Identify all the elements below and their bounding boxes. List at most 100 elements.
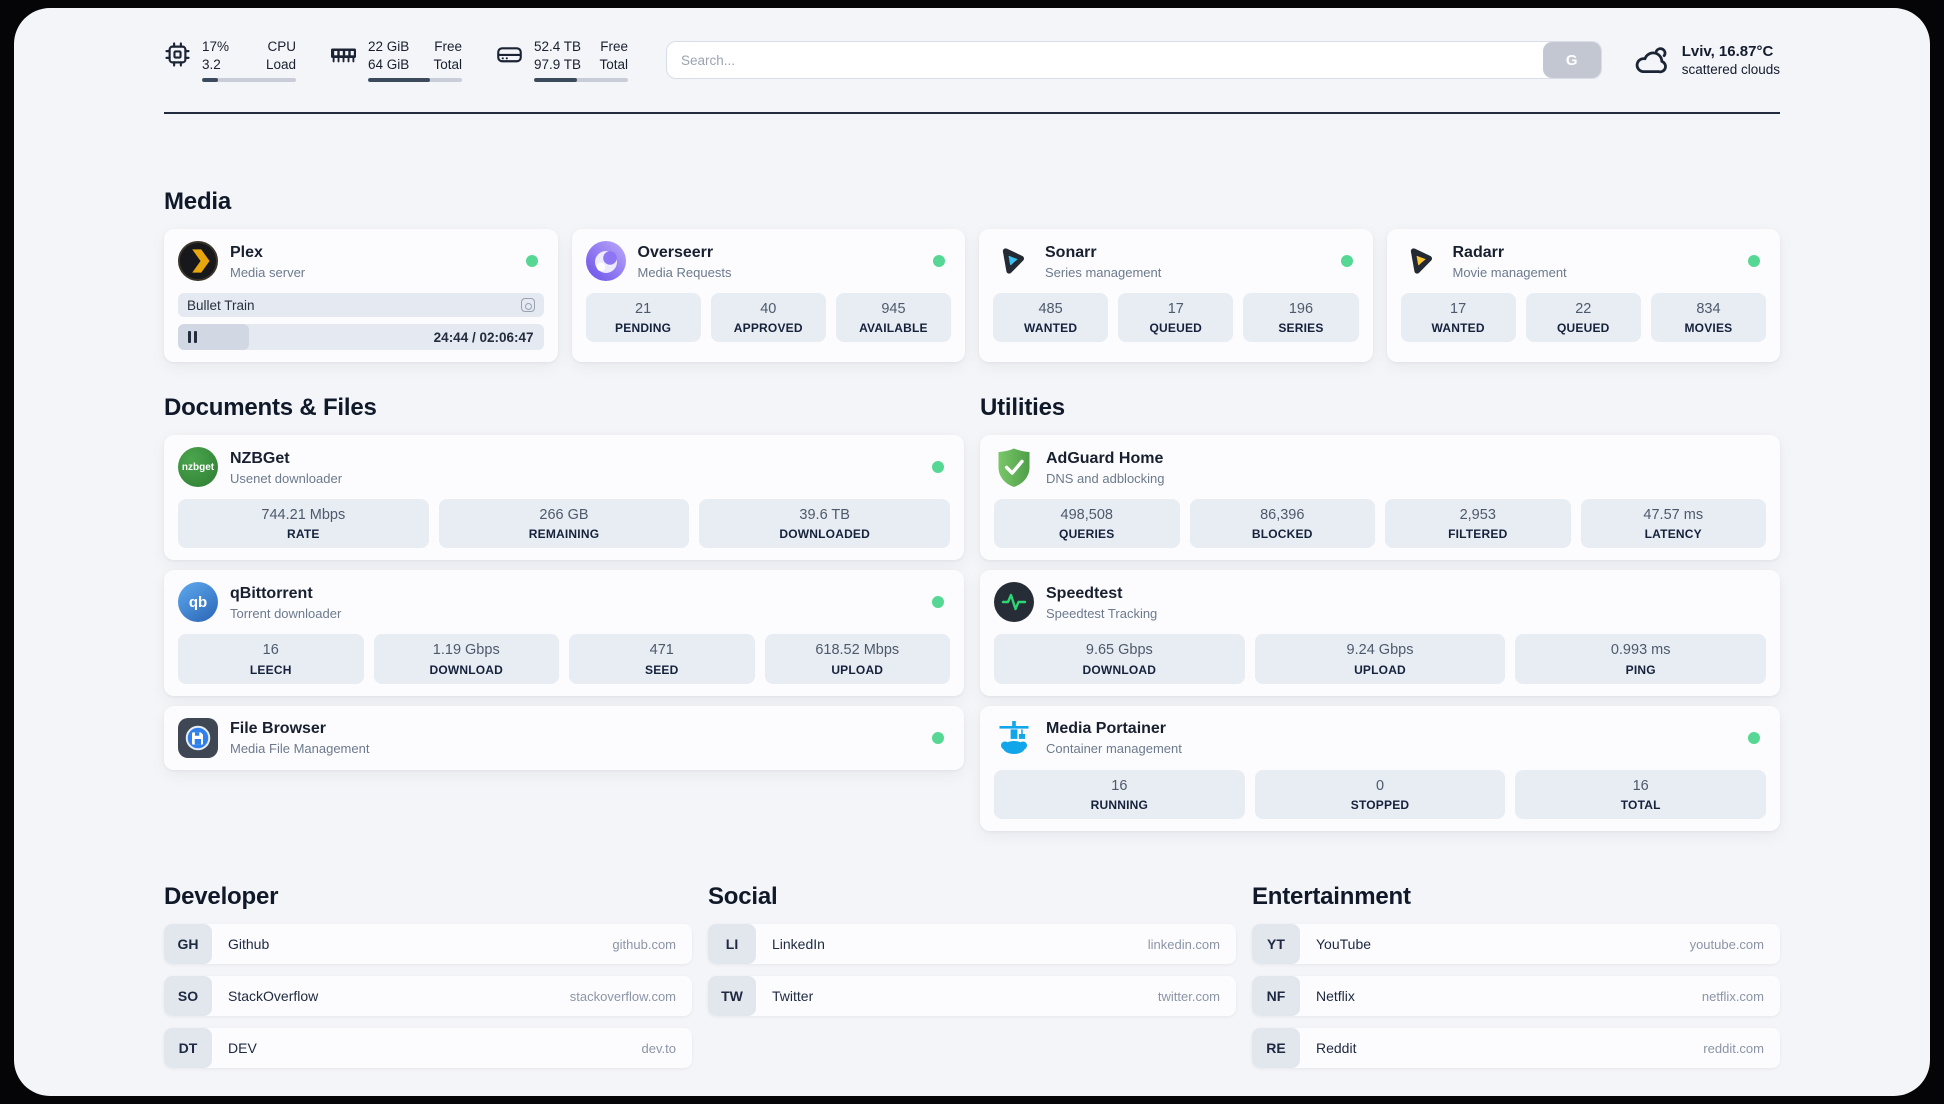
stat-box: 17 QUEUED [1118,293,1234,343]
section-title-utilities: Utilities [980,394,1065,422]
stat-label: UPLOAD [831,662,884,677]
app-card-portainer[interactable]: Media Portainer Container management 16 … [980,705,1780,832]
dashboard-page: 17% 3.2 CPU Load [14,8,1930,1096]
bookmark-badge: DT [164,1028,212,1069]
qbittorrent-icon: qb [178,582,218,623]
bookmark-badge: TW [708,976,756,1017]
bookmark-name: Github [228,936,270,953]
bookmark-url: reddit.com [1703,1040,1764,1056]
bookmark-dev[interactable]: DT DEV dev.to [164,1028,692,1069]
bookmark-linkedin[interactable]: LI LinkedIn linkedin.com [708,924,1236,965]
app-card-nzbget[interactable]: nzbget NZBGet Usenet downloader 744.21 M… [164,435,964,561]
bookmark-url: stackoverflow.com [569,988,676,1004]
stat-value: 0 [1375,777,1385,794]
bookmark-stackoverflow[interactable]: SO StackOverflow stackoverflow.com [164,976,692,1017]
cpu-icon [164,41,191,68]
status-dot [932,731,944,744]
stat-box: 0 STOPPED [1254,769,1506,820]
nzbget-icon: nzbget [178,447,218,488]
disk-stat: 52.4 TB 97.9 TB Free Total [496,38,628,83]
search-input[interactable] [666,41,1602,80]
cpu-usage-value: 17% [202,39,230,54]
stat-box: 834 MOVIES [1650,293,1767,343]
now-playing-title: Bullet Train [187,297,255,313]
stat-label: PING [1625,662,1656,677]
pause-icon[interactable] [188,331,197,344]
bookmark-url: netflix.com [1701,988,1764,1004]
bookmark-github[interactable]: GH Github github.com [164,924,692,965]
disk-total-label: Total [599,56,628,72]
stat-label: UPLOAD [1354,662,1406,677]
stat-label: SEED [645,662,679,677]
cpu-load-value: 3.2 [202,56,221,72]
app-card-radarr[interactable]: Radarr Movie management 17 WANTED 22 QUE… [1386,229,1780,363]
stat-value: 22 [1575,301,1592,318]
app-name: Media Portainer [1046,720,1167,738]
plex-icon [178,241,218,282]
stat-value: 17 [1450,301,1467,318]
bookmark-netflix[interactable]: NF Netflix netflix.com [1252,976,1780,1017]
app-desc: DNS and adblocking [1046,470,1165,486]
bookmark-name: Twitter [772,988,814,1005]
stat-box: 16 LEECH [178,634,364,684]
bookmark-twitter[interactable]: TW Twitter twitter.com [708,976,1236,1017]
stat-label: QUEUED [1556,321,1610,336]
stat-value: 834 [1696,301,1721,318]
bookmark-badge: SO [164,976,212,1017]
app-name: Overseerr [637,243,714,261]
stat-box: 9.24 Gbps UPLOAD [1254,634,1506,684]
overseerr-icon [585,241,626,282]
app-name: Plex [230,243,263,261]
search-engine-button[interactable]: G [1542,42,1601,79]
app-card-plex[interactable]: Plex Media server Bullet Train 24:44 / 0… [164,229,558,363]
disk-free-label: Free [600,39,628,54]
bookmark-reddit[interactable]: RE Reddit reddit.com [1252,1028,1780,1069]
weather-widget: Lviv, 16.87°C scattered clouds [1632,42,1780,79]
app-name: AdGuard Home [1046,449,1164,467]
section-utilities: Utilities [980,394,1780,832]
stat-box: 86,396 BLOCKED [1189,499,1375,549]
app-desc: Container management [1046,741,1182,757]
stat-label: STOPPED [1350,798,1410,813]
stat-box: 0.993 ms PING [1515,634,1767,684]
section-title-media: Media [164,188,232,216]
app-name: Speedtest [1046,584,1123,602]
app-card-filebrowser[interactable]: File Browser Media File Management [164,705,964,770]
app-card-adguard[interactable]: AdGuard Home DNS and adblocking 498,508 … [980,435,1780,561]
now-playing-bar: Bullet Train [178,293,544,318]
app-card-overseerr[interactable]: Overseerr Media Requests 21 PENDING 40 A… [571,229,965,363]
bookmark-name: Netflix [1316,988,1355,1005]
sonarr-icon [993,241,1033,281]
stat-box: 17 WANTED [1400,293,1516,343]
stat-box: 47.57 ms LATENCY [1580,499,1766,549]
radarr-icon [1401,241,1441,281]
app-desc: Movie management [1452,264,1567,280]
section-media: Media Plex Media server [164,188,1780,363]
stat-label: LEECH [249,662,292,677]
cpu-label: CPU [267,39,296,54]
stat-box: 1.19 Gbps DOWNLOAD [373,634,559,684]
stat-value: 1.19 Gbps [432,642,500,659]
stat-label: PENDING [615,321,672,336]
app-card-sonarr[interactable]: Sonarr Series management 485 WANTED 17 Q… [979,229,1373,363]
stat-box: 16 RUNNING [994,769,1245,820]
stat-label: QUEUED [1149,321,1203,336]
cpu-stat: 17% 3.2 CPU Load [164,38,296,83]
status-dot [1748,731,1760,744]
adguard-icon [994,447,1034,488]
stat-label: RATE [287,527,320,542]
stat-value: 945 [881,301,906,318]
playback-progress-bar[interactable]: 24:44 / 02:06:47 [178,324,544,351]
bookmark-youtube[interactable]: YT YouTube youtube.com [1252,924,1780,965]
app-name: qBittorrent [230,584,313,602]
app-card-speedtest[interactable]: Speedtest Speedtest Tracking 9.65 Gbps D… [980,570,1780,696]
app-card-qbittorrent[interactable]: qb qBittorrent Torrent downloader 16 LEE… [164,570,964,696]
stat-value: 40 [760,301,777,318]
stat-box: 471 SEED [569,634,755,684]
app-desc: Media server [230,264,306,280]
app-name: NZBGet [230,449,290,467]
stat-label: QUERIES [1059,527,1115,542]
stat-label: DOWNLOAD [429,662,504,677]
bookmark-badge: GH [164,924,212,965]
stat-value: 498,508 [1060,507,1113,524]
